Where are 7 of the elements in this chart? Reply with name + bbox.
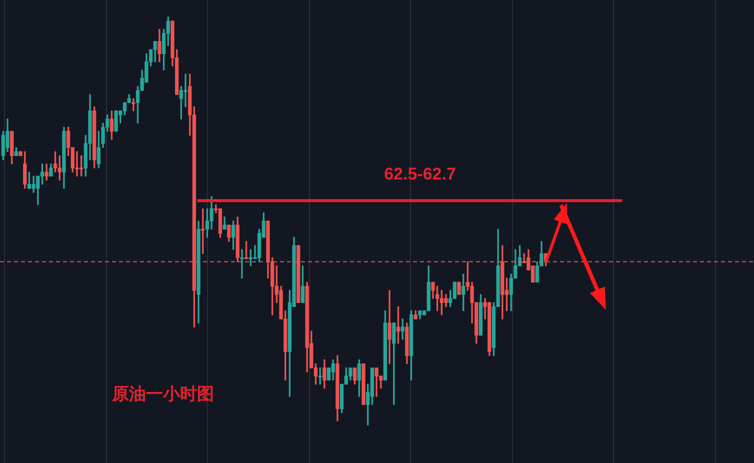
annotation: 原油一小时图 — [111, 384, 214, 404]
candlestick — [400, 318, 404, 340]
candlestick — [184, 74, 188, 108]
candlestick — [240, 249, 244, 278]
annotation: 62.5-62.7 — [384, 164, 456, 184]
candlestick — [388, 290, 392, 364]
candlestick — [75, 151, 79, 176]
